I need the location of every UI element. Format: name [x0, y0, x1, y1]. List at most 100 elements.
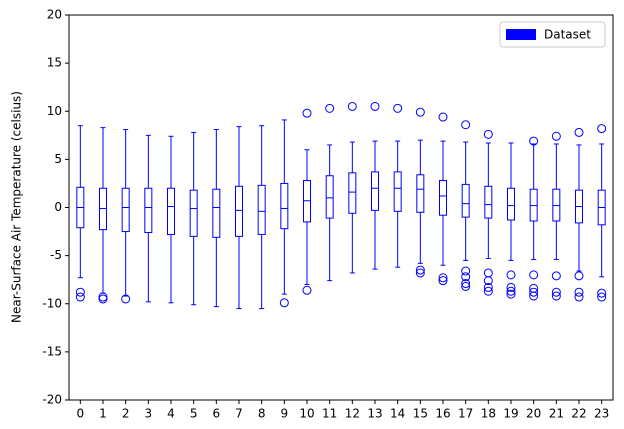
outlier — [506, 282, 516, 292]
outlier — [483, 268, 493, 278]
box — [507, 187, 515, 221]
x-tick-label: 7 — [235, 407, 243, 421]
outlier — [347, 101, 357, 111]
x-tick-label: 0 — [77, 407, 85, 421]
x-tick-label: 16 — [435, 407, 450, 421]
x-tick-label: 15 — [413, 407, 428, 421]
outlier — [597, 292, 607, 302]
outlier — [461, 281, 471, 291]
box — [348, 172, 357, 214]
outlier — [75, 292, 85, 302]
x-tick-label: 1 — [99, 407, 107, 421]
box — [257, 184, 266, 235]
outlier — [461, 279, 471, 289]
x-tick-label: 6 — [213, 407, 221, 421]
y-tick-label: 5 — [54, 152, 62, 166]
x-tick-label: 14 — [390, 407, 405, 421]
y-tick-label: 0 — [54, 200, 62, 214]
x-tick-label: 18 — [481, 407, 496, 421]
outlier — [597, 288, 607, 298]
outlier — [506, 270, 516, 280]
outlier — [98, 294, 108, 304]
outlier — [551, 271, 561, 281]
y-tick-label: -15 — [42, 344, 62, 358]
x-tick-label: 22 — [571, 407, 586, 421]
box — [167, 187, 175, 235]
outlier — [483, 286, 493, 296]
outlier — [325, 103, 335, 113]
x-tick-label: 23 — [594, 407, 609, 421]
x-tick-label: 12 — [345, 407, 360, 421]
legend-frame — [499, 21, 606, 48]
outlier — [529, 287, 539, 297]
outlier — [551, 291, 561, 301]
outlier — [574, 271, 584, 281]
box — [144, 187, 153, 234]
x-tick-label: 21 — [549, 407, 564, 421]
outlier — [279, 298, 289, 308]
x-tick-label: 11 — [322, 407, 337, 421]
y-tick-label: 15 — [47, 56, 62, 70]
outlier — [551, 287, 561, 297]
outlier — [506, 289, 516, 299]
y-tick-label: 20 — [47, 8, 62, 22]
x-tick-label: 9 — [281, 407, 289, 421]
outlier — [483, 282, 493, 292]
y-tick-label: -10 — [42, 296, 62, 310]
y-tick-label: -20 — [42, 393, 62, 407]
x-tick-label: 3 — [145, 407, 153, 421]
outlier — [302, 285, 312, 295]
outlier — [438, 112, 448, 122]
box — [371, 171, 379, 211]
x-tick-label: 19 — [503, 407, 518, 421]
x-tick-label: 10 — [299, 407, 314, 421]
x-tick-label: 5 — [190, 407, 198, 421]
box — [212, 188, 221, 238]
outlier — [438, 276, 448, 286]
outlier — [98, 292, 108, 302]
outlier — [597, 124, 607, 134]
outlier — [393, 103, 403, 113]
legend-swatch — [506, 29, 536, 40]
outlier — [574, 127, 584, 137]
outlier — [415, 107, 425, 117]
outlier — [529, 291, 539, 301]
y-axis-label: Near-Surface Air Temperature (celsius) — [10, 91, 24, 323]
box — [189, 189, 198, 237]
box — [439, 180, 447, 216]
box — [325, 175, 334, 219]
outlier — [75, 287, 85, 297]
outlier — [483, 276, 493, 286]
outlier — [461, 266, 471, 276]
x-tick-label: 17 — [458, 407, 473, 421]
outlier — [506, 286, 516, 296]
box — [484, 185, 493, 219]
outlier — [461, 120, 471, 130]
outlier — [574, 287, 584, 297]
outlier — [461, 272, 471, 282]
box — [461, 183, 470, 218]
box — [393, 171, 402, 212]
box — [280, 182, 289, 230]
outlier — [529, 270, 539, 280]
y-tick-label: 10 — [47, 104, 62, 118]
box — [416, 174, 425, 213]
outlier — [121, 294, 131, 304]
outlier — [415, 265, 425, 275]
x-tick-label: 20 — [526, 407, 541, 421]
outlier — [415, 268, 425, 278]
outlier — [302, 108, 312, 118]
outlier — [483, 129, 493, 139]
x-tick-label: 2 — [122, 407, 130, 421]
outlier — [551, 131, 561, 141]
x-tick-label: 4 — [167, 407, 175, 421]
box — [121, 187, 130, 233]
box — [235, 185, 243, 237]
outlier — [438, 273, 448, 283]
x-tick-label: 8 — [258, 407, 266, 421]
legend-label: Dataset — [544, 28, 591, 42]
outlier — [574, 292, 584, 302]
outlier — [370, 101, 380, 111]
